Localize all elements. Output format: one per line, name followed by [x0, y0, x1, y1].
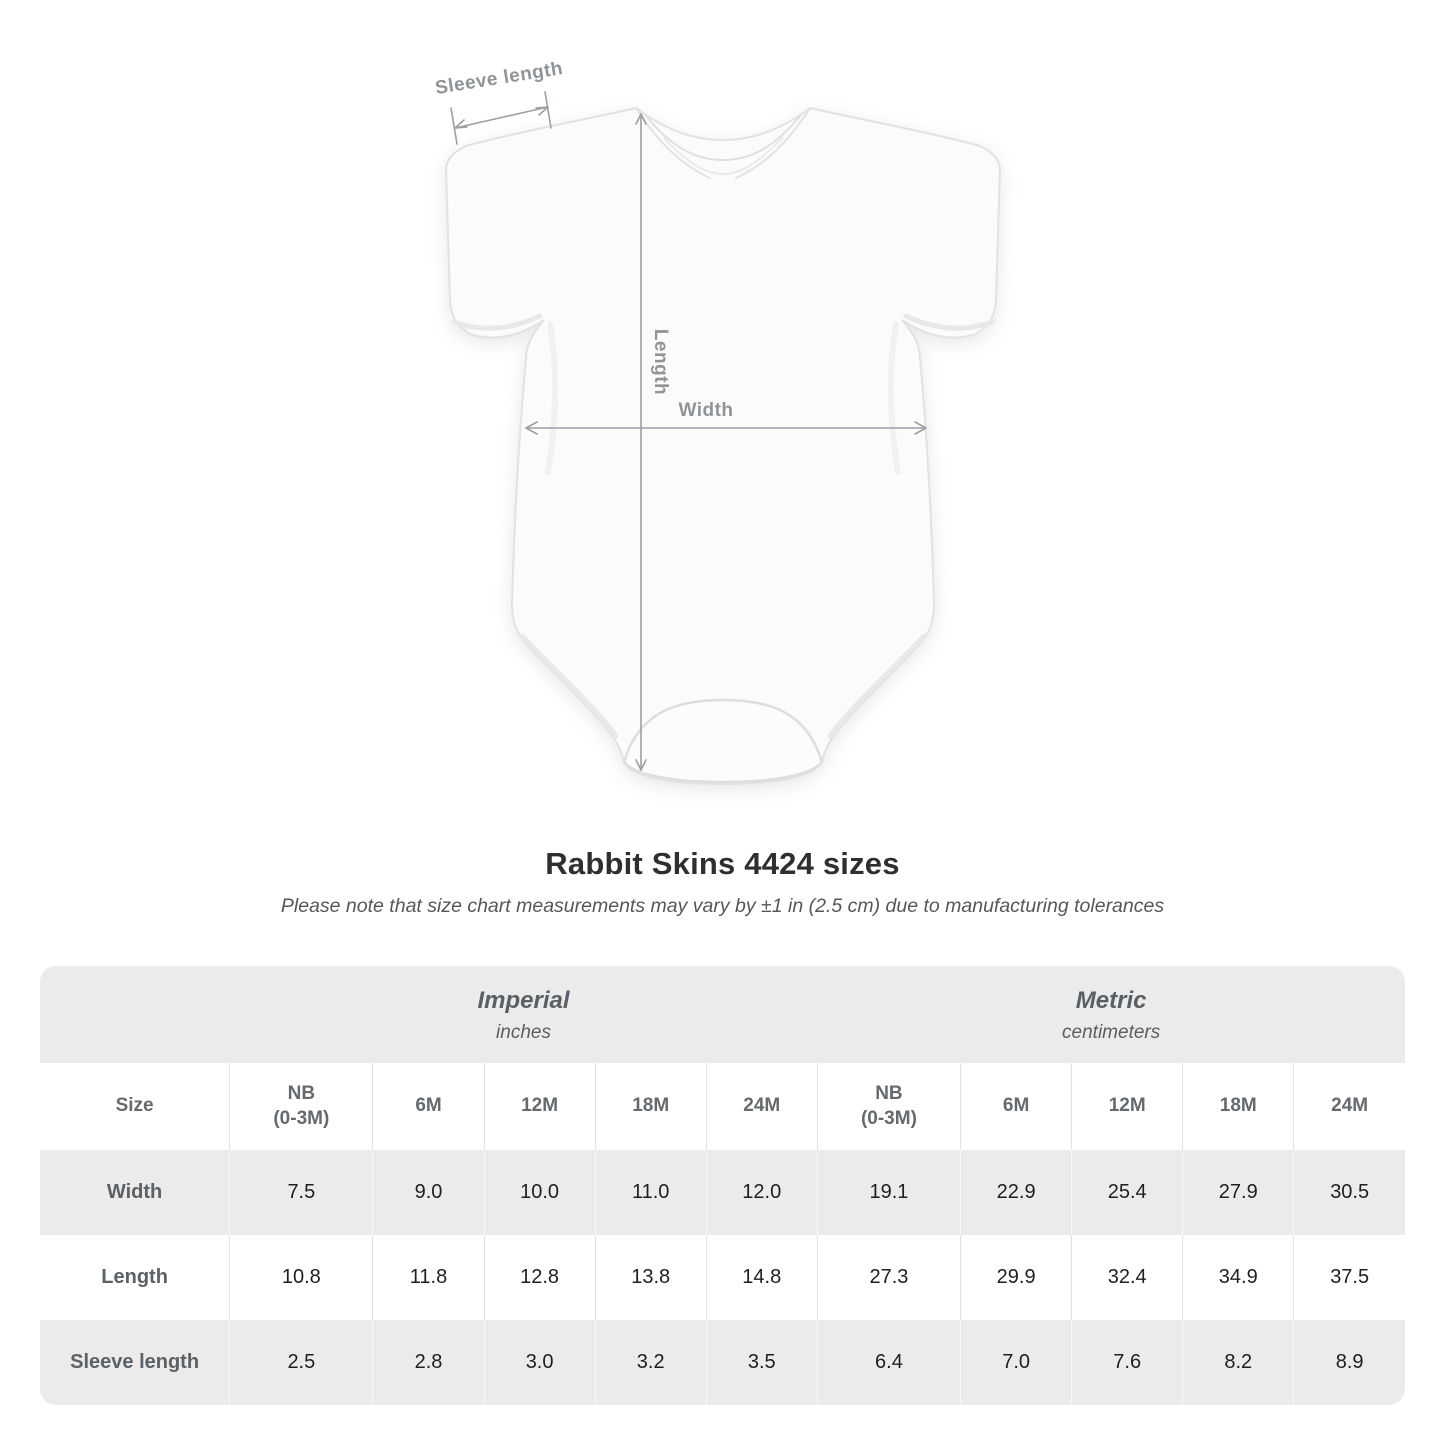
- cell: 6.4: [816, 1320, 961, 1405]
- cell: 37.5: [1293, 1235, 1405, 1320]
- cell: 27.9: [1182, 1150, 1294, 1235]
- row-label: Width: [40, 1150, 230, 1235]
- metric-label: Metric: [1075, 986, 1147, 1014]
- unit-band-spacer: [40, 966, 230, 1063]
- imperial-label: Imperial: [477, 986, 570, 1014]
- col-header: 6M: [960, 1063, 1072, 1150]
- leg-bindings: [519, 633, 927, 739]
- cell: 12.0: [705, 1150, 818, 1235]
- cell: 27.3: [816, 1235, 961, 1320]
- length-label: Length: [650, 329, 671, 395]
- size-table: Imperial inches Metric centimeters Size …: [40, 966, 1405, 1405]
- cell: 3.5: [705, 1320, 818, 1405]
- col-header: 24M: [1293, 1063, 1405, 1150]
- cell: 13.8: [594, 1235, 707, 1320]
- cell: 11.8: [372, 1235, 485, 1320]
- size-table-grid: Imperial inches Metric centimeters Size …: [40, 966, 1405, 1405]
- imperial-unit: inches: [496, 1022, 551, 1044]
- col-header: 12M: [1071, 1063, 1183, 1150]
- col-header: NB (0-3M): [229, 1063, 373, 1150]
- sleeve-length-arrow: [450, 91, 552, 145]
- column-header-row: Size NB (0-3M) 6M 12M 18M 24M NB (0-3M) …: [40, 1063, 1405, 1150]
- cell: 7.5: [229, 1150, 373, 1235]
- cell: 3.2: [594, 1320, 707, 1405]
- cell: 14.8: [705, 1235, 818, 1320]
- cell: 7.6: [1071, 1320, 1183, 1405]
- cell: 10.8: [229, 1235, 373, 1320]
- cell: 3.0: [483, 1320, 596, 1405]
- cell: 22.9: [960, 1150, 1072, 1235]
- sleeve-hems: [451, 313, 995, 331]
- row-label: Length: [40, 1235, 230, 1320]
- col-header: NB (0-3M): [816, 1063, 961, 1150]
- cell: 12.8: [483, 1235, 596, 1320]
- row-label: Sleeve length: [40, 1320, 230, 1405]
- cell: 8.9: [1293, 1320, 1405, 1405]
- col-header: 12M: [483, 1063, 596, 1150]
- page-title: Rabbit Skins 4424 sizes: [545, 846, 900, 881]
- unit-band: Imperial inches Metric centimeters: [40, 966, 1405, 1063]
- tolerance-note: Please note that size chart measurements…: [280, 895, 1165, 917]
- cell: 25.4: [1071, 1150, 1183, 1235]
- col-header: 18M: [594, 1063, 707, 1150]
- cell: 7.0: [960, 1320, 1072, 1405]
- width-arrow: [525, 421, 927, 435]
- cell: 29.9: [960, 1235, 1072, 1320]
- product-figure: Sleeve length Length: [418, 58, 1028, 802]
- metric-header: Metric centimeters: [817, 966, 1405, 1063]
- cell: 11.0: [594, 1150, 707, 1235]
- table-row-width: Width 7.5 9.0 10.0 11.0 12.0 19.1 22.9 2…: [40, 1150, 1405, 1235]
- table-row-length: Length 10.8 11.8 12.8 13.8 14.8 27.3 29.…: [40, 1235, 1405, 1320]
- onesie-outline: [444, 106, 1002, 786]
- width-label: Width: [678, 400, 733, 421]
- cell: 2.5: [229, 1320, 373, 1405]
- fabric-folds: [545, 321, 901, 475]
- col-header: 6M: [372, 1063, 485, 1150]
- length-annotation: Length: [635, 113, 671, 771]
- col-header-size: Size: [40, 1063, 230, 1150]
- cell: 8.2: [1182, 1320, 1294, 1405]
- snap-flap: [622, 698, 824, 784]
- imperial-header: Imperial inches: [229, 966, 818, 1063]
- col-header: 18M: [1182, 1063, 1294, 1150]
- cell: 30.5: [1293, 1150, 1405, 1235]
- onesie-diagram: Sleeve length Length: [434, 58, 1002, 786]
- col-header: 24M: [705, 1063, 818, 1150]
- metric-unit: centimeters: [1062, 1022, 1161, 1044]
- cell: 10.0: [483, 1150, 596, 1235]
- table-row-sleeve-length: Sleeve length 2.5 2.8 3.0 3.2 3.5 6.4 7.…: [40, 1320, 1405, 1405]
- cell: 2.8: [372, 1320, 485, 1405]
- cell: 9.0: [372, 1150, 485, 1235]
- onesie-graphic: [444, 106, 1002, 786]
- cell: 32.4: [1071, 1235, 1183, 1320]
- cell: 34.9: [1182, 1235, 1294, 1320]
- width-annotation: Width: [525, 400, 927, 435]
- length-arrow: [635, 113, 647, 771]
- cell: 19.1: [816, 1150, 961, 1235]
